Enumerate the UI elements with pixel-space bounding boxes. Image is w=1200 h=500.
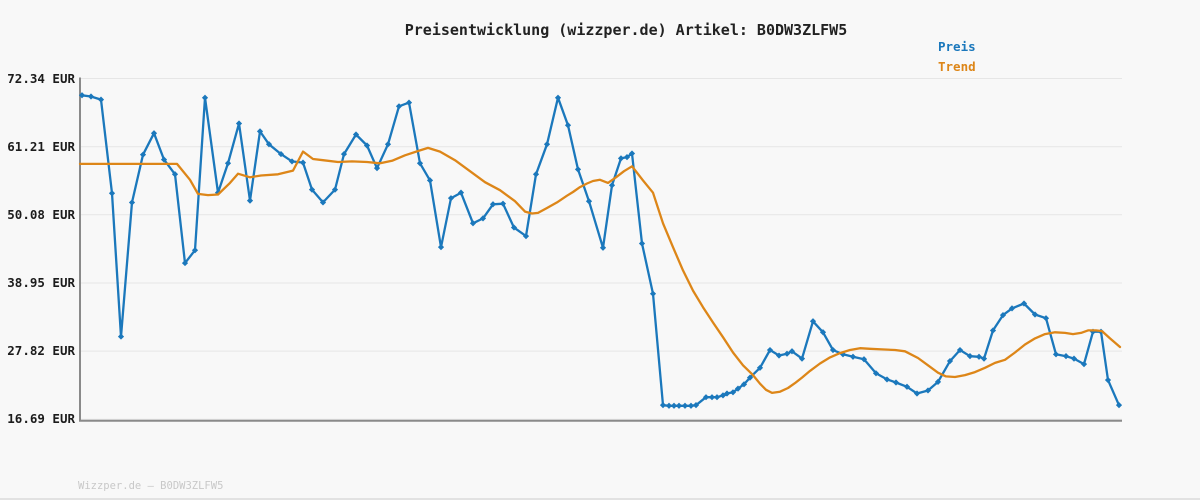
legend-label-preis: Preis [938,39,976,54]
y-axis-tick-label: 61.21 EUR [7,138,75,154]
y-axis-tick-label: 16.69 EUR [7,411,75,427]
y-axis-tick-label: 27.82 EUR [7,343,75,359]
y-axis-tick-label: 72.34 EUR [7,70,75,86]
series-line-trend [78,146,1122,395]
y-axis-tick-label: 50.08 EUR [7,206,75,222]
page-bottom-border [0,498,1200,500]
series-line-preis [80,94,1121,407]
legend-label-trend: Trend [938,59,976,74]
watermark: Wizzper.de — B0DW3ZLFW5 [78,480,224,492]
chart-title: Preisentwicklung (wizzper.de) Artikel: B… [404,21,848,39]
y-axis-tick-label: 38.95 EUR [7,274,75,290]
